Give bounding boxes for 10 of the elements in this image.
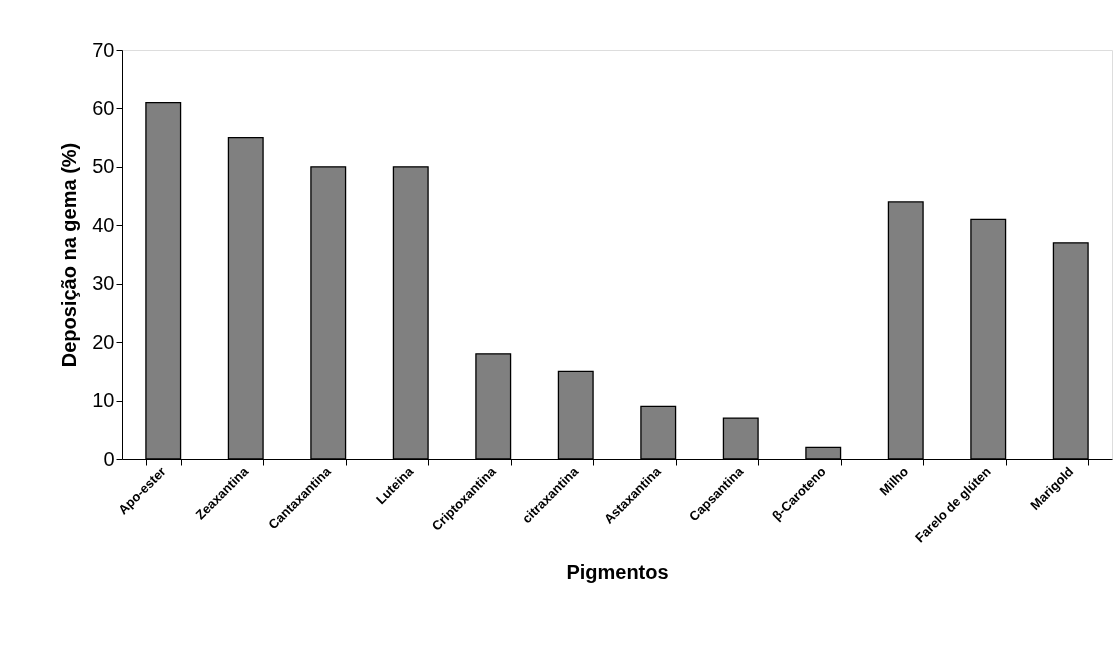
y-tick-label: 50	[92, 155, 115, 178]
y-tick-label: 40	[92, 213, 115, 236]
y-tick-label: 10	[92, 389, 115, 412]
y-tick-label: 30	[92, 272, 115, 295]
y-axis-title: Deposição na gema (%)	[58, 142, 81, 368]
y-tick-label: 0	[103, 447, 115, 470]
y-tick-label: 70	[92, 38, 115, 61]
y-tick-label: 20	[92, 330, 115, 353]
x-axis-title: Pigmentos	[566, 561, 669, 584]
y-tick-label: 60	[92, 96, 115, 119]
